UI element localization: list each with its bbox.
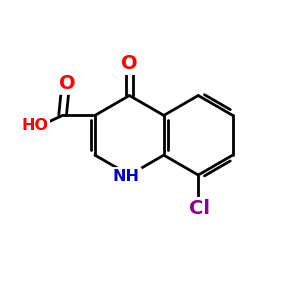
- Text: O: O: [59, 74, 75, 92]
- Text: Cl: Cl: [189, 200, 210, 218]
- Text: O: O: [121, 54, 138, 73]
- Text: HO: HO: [21, 118, 48, 133]
- Text: NH: NH: [113, 169, 140, 184]
